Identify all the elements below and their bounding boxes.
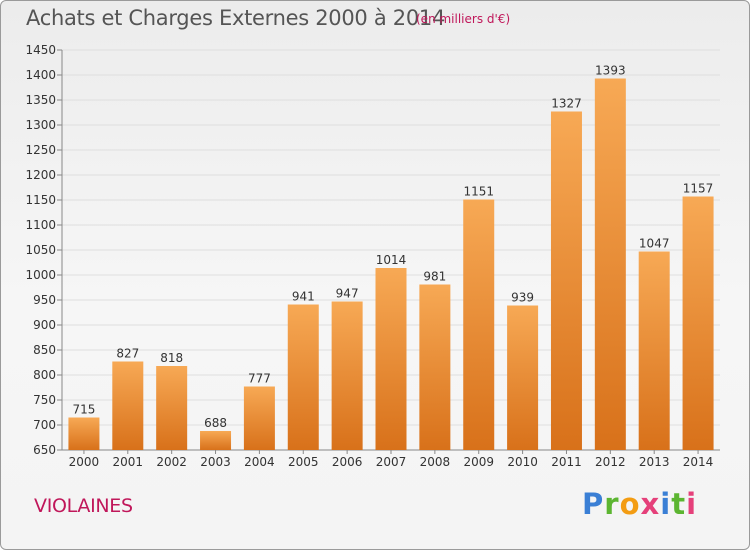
commune-name: VIOLAINES: [34, 495, 133, 517]
x-tick-label: 2006: [332, 455, 363, 469]
y-tick-label: 1300: [25, 118, 56, 132]
x-tick-label: 2010: [507, 455, 538, 469]
bar-2000: [68, 417, 100, 450]
logo-letter: x: [640, 487, 661, 521]
x-tick-label: 2007: [376, 455, 407, 469]
x-tick-label: 2013: [639, 455, 670, 469]
value-label-2011: 1327: [551, 97, 582, 111]
value-label-2008: 981: [423, 270, 446, 284]
value-label-2010: 939: [511, 291, 534, 305]
value-label-2001: 827: [116, 347, 139, 361]
logo-letter: P: [582, 487, 605, 521]
x-tick-label: 2008: [420, 455, 451, 469]
value-label-2004: 777: [248, 372, 271, 386]
bar-2004: [243, 386, 275, 450]
y-tick-label: 1200: [25, 168, 56, 182]
bars: [68, 78, 714, 450]
x-tick-label: 2002: [156, 455, 187, 469]
y-tick-label: 1250: [25, 143, 56, 157]
value-label-2007: 1014: [376, 253, 407, 267]
bar-2001: [112, 361, 144, 450]
value-label-2005: 941: [292, 290, 315, 304]
x-tick-label: 2000: [69, 455, 100, 469]
y-tick-label: 1400: [25, 68, 56, 82]
y-tick-label: 1050: [25, 243, 56, 257]
bar-2003: [200, 431, 232, 450]
y-tick-label: 1450: [25, 43, 56, 57]
x-tick-label: 2004: [244, 455, 275, 469]
bar-2006: [331, 301, 363, 450]
y-tick-label: 1350: [25, 93, 56, 107]
chart-title: Achats et Charges Externes 2000 à 2014: [26, 6, 446, 30]
y-tick-label: 650: [33, 443, 56, 457]
bar-2002: [156, 366, 188, 450]
chart-unit-note: (en milliers d'€): [416, 12, 511, 26]
x-tick-label: 2011: [551, 455, 582, 469]
value-label-2012: 1393: [595, 64, 626, 78]
value-label-2014: 1157: [683, 182, 714, 196]
value-label-2006: 947: [336, 287, 359, 301]
bar-2014: [682, 196, 714, 450]
value-label-2003: 688: [204, 416, 227, 430]
y-tick-label: 1100: [25, 218, 56, 232]
bar-2005: [287, 304, 319, 450]
x-tick-label: 2014: [683, 455, 714, 469]
proxiti-logo: Proxiti: [582, 487, 697, 521]
bar-2008: [419, 284, 451, 450]
value-label-2013: 1047: [639, 237, 670, 251]
logo-letter: i: [686, 487, 698, 521]
y-tick-label: 900: [33, 318, 56, 332]
logo-letter: o: [619, 487, 641, 521]
x-tick-label: 2012: [595, 455, 626, 469]
y-tick-label: 950: [33, 293, 56, 307]
value-label-2000: 715: [72, 403, 95, 417]
value-labels: 715 827 818 688 777 941 947 1014 981 1151 939 1327 1…: [72, 64, 713, 431]
logo-letter: i: [660, 487, 672, 521]
bar-2010: [507, 305, 539, 450]
bar-2011: [550, 111, 582, 450]
value-label-2009: 1151: [463, 185, 494, 199]
bar-2009: [463, 199, 495, 450]
logo-letter: t: [671, 487, 687, 521]
y-tick-label: 850: [33, 343, 56, 357]
x-tick-label: 2009: [463, 455, 494, 469]
bar-2012: [594, 78, 626, 450]
x-tick-label: 2001: [113, 455, 144, 469]
logo-letter: r: [604, 487, 620, 521]
bar-2007: [375, 268, 407, 450]
bar-2013: [638, 251, 670, 450]
y-tick-label: 1150: [25, 193, 56, 207]
x-tick-label: 2003: [200, 455, 231, 469]
y-tick-label: 800: [33, 368, 56, 382]
y-tick-label: 1000: [25, 268, 56, 282]
y-tick-label: 700: [33, 418, 56, 432]
x-tick-label: 2005: [288, 455, 319, 469]
value-label-2002: 818: [160, 351, 183, 365]
y-tick-label: 750: [33, 393, 56, 407]
